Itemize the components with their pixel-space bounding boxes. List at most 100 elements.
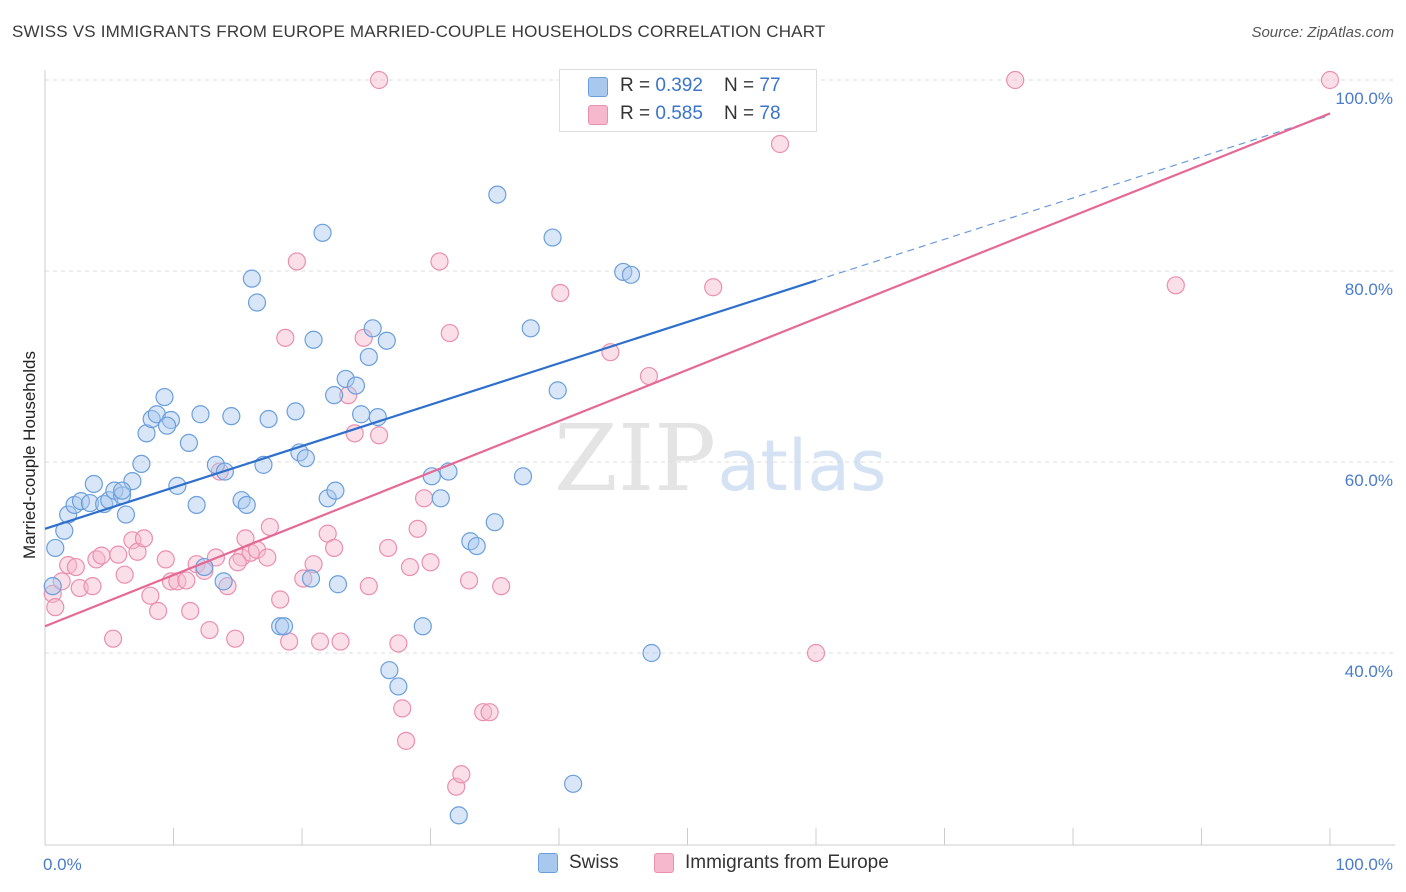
swiss-point xyxy=(564,774,583,793)
swiss-point xyxy=(247,293,267,312)
europe-point xyxy=(271,590,290,609)
europe-point xyxy=(156,550,175,569)
europe-point xyxy=(66,557,85,577)
europe-point xyxy=(148,601,168,621)
swiss-point xyxy=(318,489,337,508)
europe-point xyxy=(389,634,408,653)
swiss-point xyxy=(621,265,641,284)
x-tick-label: 100.0% xyxy=(1335,855,1393,874)
europe-point xyxy=(459,571,479,590)
europe-point xyxy=(378,538,398,558)
europe-point xyxy=(1320,70,1340,90)
europe-point xyxy=(280,632,299,651)
europe-point xyxy=(325,538,344,558)
europe-point xyxy=(551,283,570,303)
y-tick-label: 80.0% xyxy=(1345,280,1393,299)
europe-point xyxy=(258,548,277,567)
europe-point xyxy=(408,519,427,538)
tick-labels: 40.0% 60.0% 80.0% 100.0% 0.0% 100.0% xyxy=(43,89,1393,874)
swiss-point xyxy=(274,617,294,636)
europe-point xyxy=(226,629,245,648)
source-label: Source: ZipAtlas.com xyxy=(1251,24,1394,41)
europe-point xyxy=(52,572,71,591)
swiss-point xyxy=(59,505,78,524)
swiss-point xyxy=(84,474,103,494)
swiss-point xyxy=(548,381,567,400)
swiss-point xyxy=(325,386,344,405)
europe-r-label: R = xyxy=(620,103,656,124)
europe-r-value: 0.585 xyxy=(655,103,703,124)
europe-point xyxy=(806,643,826,663)
swiss-point xyxy=(137,424,156,443)
europe-point xyxy=(92,546,111,565)
europe-trendline xyxy=(44,112,1331,628)
europe-point xyxy=(1006,70,1025,90)
swiss-point xyxy=(467,536,486,556)
swiss-point xyxy=(336,369,355,389)
swiss-point xyxy=(488,185,507,204)
swiss-point xyxy=(296,449,315,468)
swiss-swatch xyxy=(588,77,608,97)
axes xyxy=(44,70,1395,846)
swiss-n-label: N = xyxy=(724,75,760,96)
watermark-atlas: atlas xyxy=(717,425,886,507)
swiss-point xyxy=(237,495,256,515)
europe-point xyxy=(310,632,330,651)
swiss-point xyxy=(449,806,468,825)
europe-point xyxy=(421,553,440,572)
swiss-point xyxy=(521,319,540,338)
swiss-point xyxy=(46,538,65,558)
swiss-point xyxy=(377,331,396,350)
swiss-point xyxy=(80,493,100,513)
watermark: ZIP atlas xyxy=(554,405,887,512)
europe-point xyxy=(294,569,313,588)
bottom-swiss-label: Swiss xyxy=(569,852,619,873)
swiss-point xyxy=(389,677,408,696)
europe-point xyxy=(393,699,412,718)
swiss-point xyxy=(155,387,174,407)
grid-lines xyxy=(45,79,1395,654)
y-tick-label: 100.0% xyxy=(1335,89,1393,108)
europe-point xyxy=(440,323,459,343)
watermark-zip: ZIP xyxy=(554,405,716,512)
europe-point xyxy=(430,252,449,271)
swiss-point xyxy=(543,228,562,247)
europe-point xyxy=(115,565,134,584)
swiss-n-value: 77 xyxy=(759,75,781,96)
europe-point xyxy=(770,134,790,154)
swiss-point xyxy=(116,505,136,524)
trendlines xyxy=(44,112,1331,628)
swiss-point xyxy=(132,454,151,474)
y-axis-label: Married-couple Households xyxy=(20,351,39,559)
europe-point xyxy=(704,278,723,297)
bottom-swiss-swatch xyxy=(538,853,558,873)
chart-title: SWISS VS IMMIGRANTS FROM EUROPE MARRIED-… xyxy=(12,22,826,41)
swiss-point xyxy=(71,492,91,511)
swiss-point xyxy=(179,433,199,452)
europe-point xyxy=(141,586,160,605)
swiss-point xyxy=(359,347,378,367)
bottom-europe-label: Immigrants from Europe xyxy=(685,852,889,873)
swiss-point xyxy=(222,407,241,426)
swiss-point xyxy=(346,376,366,395)
swiss-point xyxy=(187,495,206,515)
swiss-point xyxy=(513,467,533,486)
swiss-point xyxy=(485,513,504,532)
europe-point xyxy=(414,489,434,508)
europe-point xyxy=(43,584,62,603)
swiss-point xyxy=(112,481,132,500)
swiss-point xyxy=(328,575,348,594)
europe-point xyxy=(228,553,247,572)
europe-point xyxy=(492,577,511,596)
europe-point xyxy=(134,529,154,548)
europe-point xyxy=(1166,276,1185,295)
europe-point xyxy=(104,629,123,648)
europe-swatch xyxy=(588,105,608,125)
europe-point xyxy=(46,598,65,617)
swiss-point xyxy=(313,223,332,242)
europe-point xyxy=(177,571,196,590)
swiss-point xyxy=(352,405,371,424)
europe-point xyxy=(452,765,471,784)
swiss-point xyxy=(214,572,233,591)
europe-n-value: 78 xyxy=(759,103,781,124)
